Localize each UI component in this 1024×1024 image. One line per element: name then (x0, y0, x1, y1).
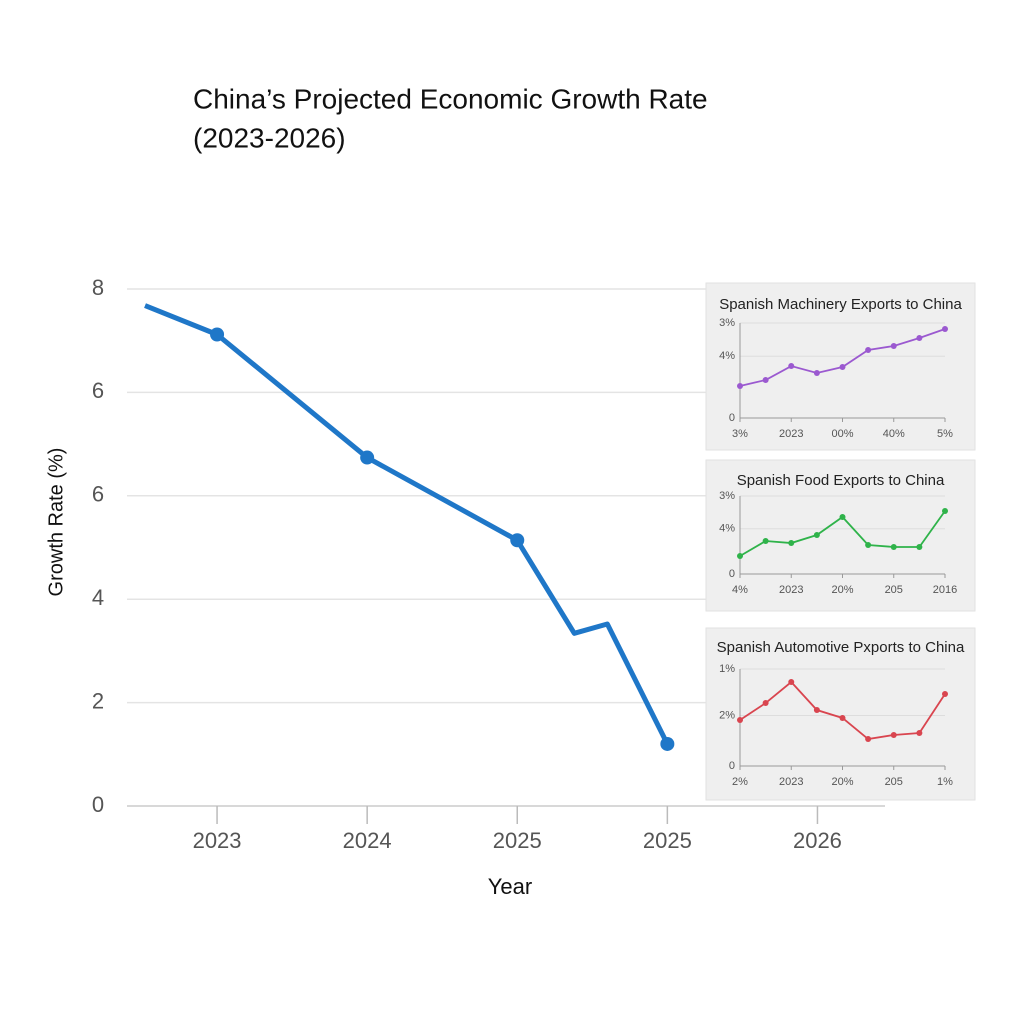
x-tick-label: 2023 (779, 428, 803, 440)
x-tick-label: 20% (831, 776, 853, 788)
point (360, 450, 375, 465)
point (942, 507, 948, 514)
inset-panel (705, 627, 976, 801)
x-tick-label: 2025 (493, 828, 542, 853)
point (942, 325, 948, 332)
y-tick-label: 2% (719, 709, 735, 721)
point (762, 377, 769, 383)
point (942, 691, 948, 698)
chart-title: (2023-2026) (193, 122, 346, 153)
inset-title: Spanish Automotive Pxports to China (717, 639, 965, 656)
x-tick-label: 205 (885, 776, 903, 788)
point (839, 714, 846, 721)
point (813, 707, 820, 714)
x-tick-label: 2023 (193, 828, 242, 853)
inset-title: Spanish Food Exports to China (737, 472, 945, 489)
point (890, 544, 897, 551)
point (737, 382, 743, 389)
x-tick-label: 2023 (779, 584, 803, 596)
x-tick-label: 2024 (343, 828, 392, 853)
point (839, 363, 846, 370)
x-tick-label: 2023 (779, 776, 803, 788)
y-tick-label: 6 (92, 378, 104, 403)
point (916, 730, 923, 737)
point (813, 369, 820, 376)
x-tick-label: 2026 (793, 828, 842, 853)
point (890, 342, 897, 349)
x-tick-label: 00% (831, 428, 853, 440)
inset-panel (705, 459, 976, 612)
point (788, 678, 795, 685)
x-axis-label: Year (488, 874, 532, 899)
point (788, 363, 795, 370)
y-tick-label: 3% (719, 490, 735, 502)
point (510, 533, 525, 548)
x-tick-label: 20% (831, 584, 853, 596)
y-tick-label: 8 (92, 275, 104, 300)
x-tick-label: 5% (937, 428, 953, 440)
inset-title: Spanish Machinery Exports to China (719, 296, 962, 313)
y-tick-label: 4% (719, 523, 735, 535)
point (839, 513, 846, 520)
y-tick-label: 0 (729, 760, 735, 772)
x-tick-label: 4% (732, 584, 748, 596)
x-tick-label: 205 (885, 584, 903, 596)
y-tick-label: 1% (719, 663, 735, 675)
y-tick-label: 0 (729, 412, 735, 424)
y-tick-label: 6 (92, 482, 104, 507)
chart-title: China’s Projected Economic Growth Rate (193, 83, 708, 114)
point (660, 736, 675, 751)
point (865, 346, 872, 353)
point (890, 731, 897, 738)
point (737, 717, 743, 724)
x-tick-label: 40% (883, 428, 905, 440)
y-tick-label: 0 (729, 568, 735, 580)
point (788, 540, 795, 547)
y-tick-label: 4 (92, 585, 104, 610)
point (916, 335, 923, 342)
x-tick-label: 3% (732, 428, 748, 440)
y-axis-label: Growth Rate (%) (45, 448, 67, 597)
y-tick-label: 0 (92, 792, 104, 817)
point (210, 327, 225, 342)
x-tick-label: 2025 (643, 828, 692, 853)
x-tick-label: 2% (732, 776, 748, 788)
point (916, 544, 923, 551)
point (865, 736, 872, 743)
point (737, 552, 743, 559)
y-tick-label: 2 (92, 688, 104, 713)
point (762, 700, 769, 707)
x-tick-label: 1% (937, 776, 953, 788)
point (813, 532, 820, 538)
x-tick-label: 2016 (933, 584, 957, 596)
y-tick-label: 3% (719, 317, 735, 329)
point (865, 541, 872, 548)
point (762, 538, 769, 545)
y-tick-label: 4% (719, 350, 735, 362)
